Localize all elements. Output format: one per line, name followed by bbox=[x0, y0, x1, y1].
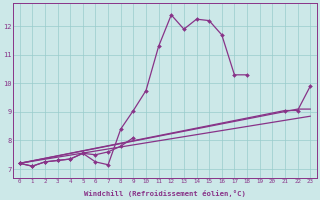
X-axis label: Windchill (Refroidissement éolien,°C): Windchill (Refroidissement éolien,°C) bbox=[84, 190, 246, 197]
